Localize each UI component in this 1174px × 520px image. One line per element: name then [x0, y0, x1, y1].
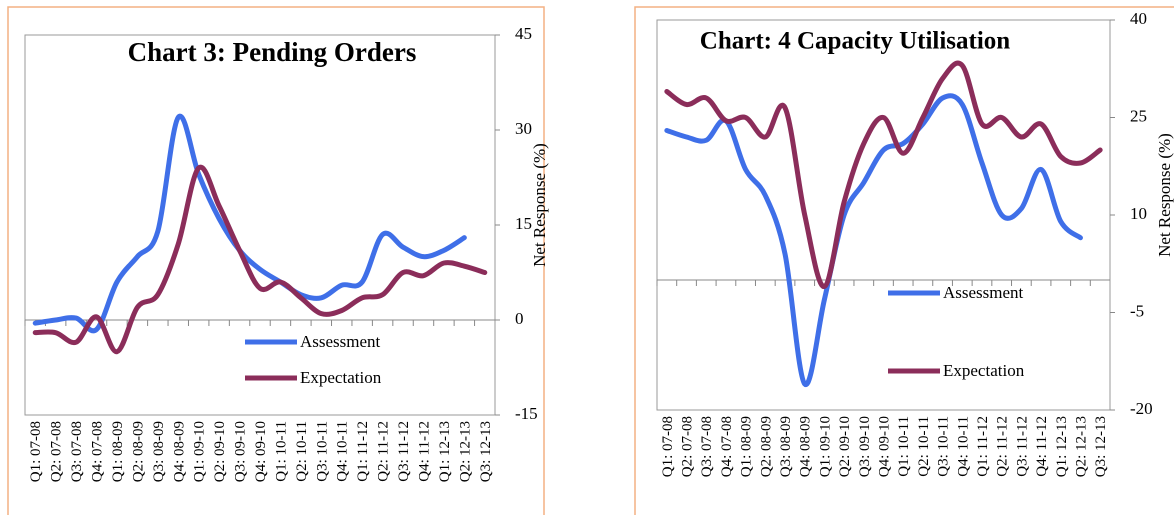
x-tick-label: Q1: 07-08 [28, 421, 44, 482]
x-tick-label: Q3: 07-08 [699, 416, 715, 477]
x-tick-label: Q1: 10-11 [896, 416, 912, 477]
panel-frame [634, 6, 1174, 520]
y-axis-label: Net Response (%) [1155, 133, 1174, 257]
x-tick-label: Q1: 08-09 [110, 421, 126, 482]
y-tick-label: 10 [1130, 204, 1147, 223]
x-tick-label: Q4: 08-09 [171, 421, 187, 482]
x-tick-label: Q2: 10-11 [916, 416, 932, 477]
x-tick-label: Q3: 09-10 [233, 421, 249, 482]
x-tick-label: Q3: 08-09 [151, 421, 167, 482]
x-tick-label: Q1: 08-09 [739, 416, 755, 477]
x-tick-label: Q3: 10-11 [314, 421, 330, 482]
x-tick-label: Q2: 07-08 [49, 421, 65, 482]
x-tick-label: Q1: 10-11 [273, 421, 289, 482]
x-tick-label: Q4: 08-09 [798, 416, 814, 477]
y-tick-label: 0 [515, 309, 524, 328]
x-tick-label: Q3: 08-09 [778, 416, 794, 477]
x-tick-label: Q2: 11-12 [376, 421, 392, 482]
x-tick-label: Q2: 12-13 [457, 421, 473, 482]
y-tick-label: -20 [1130, 399, 1153, 418]
plot-area [656, 19, 1111, 411]
x-tick-label: Q1: 12-13 [1054, 416, 1070, 477]
x-tick-label: Q1: 11-12 [355, 421, 371, 482]
x-tick-label: Q4: 07-08 [719, 416, 735, 477]
x-tick-label: Q1: 12-13 [437, 421, 453, 482]
y-tick-label: 45 [515, 24, 532, 43]
x-tick-label: Q4: 10-11 [335, 421, 351, 482]
y-tick-label: 15 [515, 214, 532, 233]
x-tick-label: Q4: 10-11 [955, 416, 971, 477]
x-tick-label: Q4: 09-10 [877, 416, 893, 477]
legend-label: Assessment [943, 283, 1024, 302]
panel-frame [7, 6, 545, 520]
legend-label: Expectation [300, 368, 382, 387]
series-line [664, 60, 1103, 290]
chart-title: Chart: 4 Capacity Utilisation [700, 28, 1010, 55]
legend-label: Expectation [943, 361, 1025, 380]
x-tick-label: Q1: 07-08 [660, 416, 676, 477]
y-tick-label: 40 [1130, 9, 1147, 28]
x-tick-label: Q3: 07-08 [69, 421, 85, 482]
x-tick-label: Q2: 11-12 [995, 416, 1011, 477]
x-tick-label: Q1: 09-10 [192, 421, 208, 482]
y-tick-label: 25 [1130, 106, 1147, 125]
x-tick-label: Q4: 09-10 [253, 421, 269, 482]
x-tick-label: Q4: 07-08 [90, 421, 106, 482]
x-tick-label: Q2: 07-08 [680, 416, 696, 477]
legend-label: Assessment [300, 332, 381, 351]
y-tick-label: 30 [515, 119, 532, 138]
x-tick-label: Q2: 12-13 [1073, 416, 1089, 477]
series-line [32, 164, 488, 355]
x-tick-label: Q3: 11-12 [1014, 416, 1030, 477]
x-tick-label: Q2: 09-10 [212, 421, 228, 482]
x-tick-label: Q1: 09-10 [817, 416, 833, 477]
series-line [664, 93, 1083, 387]
x-tick-label: Q4: 11-12 [1034, 416, 1050, 477]
x-tick-label: Q2: 08-09 [130, 421, 146, 482]
x-tick-label: Q3: 12-13 [1093, 416, 1109, 477]
x-tick-label: Q2: 10-11 [294, 421, 310, 482]
x-tick-label: Q3: 12-13 [478, 421, 494, 482]
x-tick-label: Q4: 11-12 [416, 421, 432, 482]
plot-area [24, 34, 496, 416]
chart-title: Chart 3: Pending Orders [128, 37, 417, 67]
y-axis-label: Net Response (%) [530, 143, 549, 267]
x-tick-label: Q3: 11-12 [396, 421, 412, 482]
x-tick-label: Q3: 10-11 [936, 416, 952, 477]
y-tick-label: -5 [1130, 301, 1144, 320]
y-tick-label: -15 [515, 404, 538, 423]
x-tick-label: Q2: 09-10 [837, 416, 853, 477]
x-tick-label: Q3: 09-10 [857, 416, 873, 477]
x-tick-label: Q1: 11-12 [975, 416, 991, 477]
series-line [32, 113, 467, 334]
x-tick-label: Q2: 08-09 [758, 416, 774, 477]
